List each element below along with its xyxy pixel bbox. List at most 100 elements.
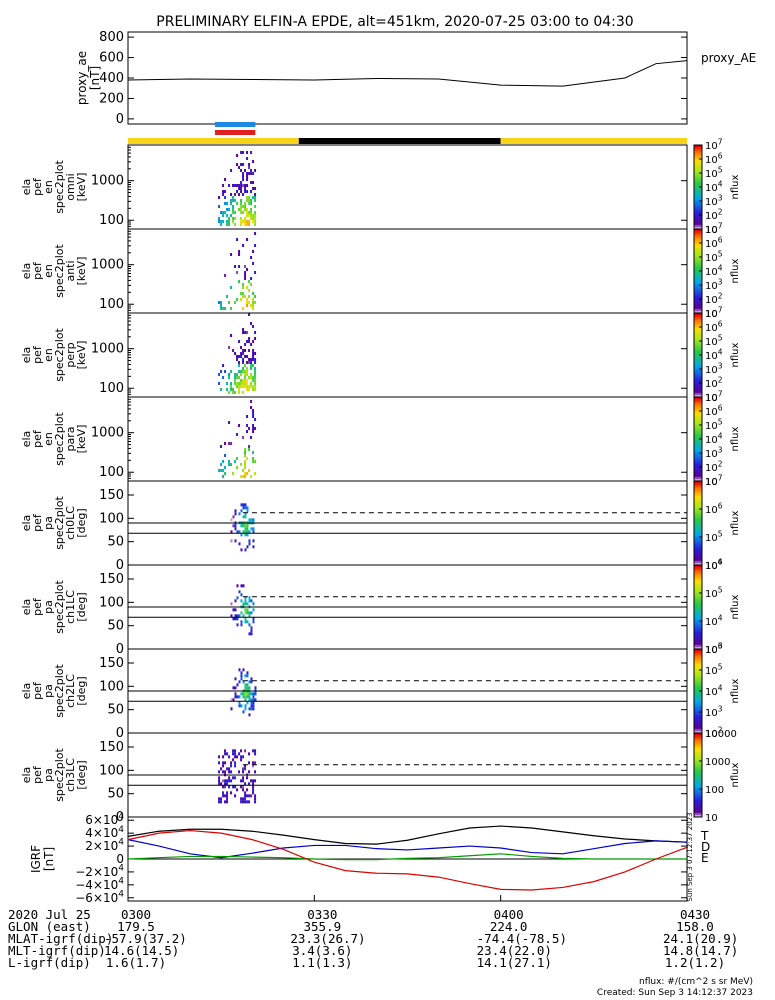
spectrogram-cell: [238, 250, 241, 253]
time-axis-value: 23.3(26.7): [290, 931, 366, 946]
colorbar-segment: [694, 571, 702, 574]
nflux-units-note: nflux: #/(cm^2 s sr MeV): [639, 977, 753, 987]
spectrogram-cell: [246, 304, 249, 307]
colorbar-segment: [694, 302, 702, 306]
spectrogram-panel-5: 050100150elapefpaspec2plotch0LC[deg]1041…: [20, 474, 741, 574]
colorbar-segment: [694, 520, 702, 524]
spectrogram-cell: [236, 788, 239, 792]
spectrogram-cell: [252, 250, 255, 253]
spectrogram-cell: [254, 337, 257, 340]
spectrogram-cell: [222, 376, 225, 379]
spectrogram-cell: [246, 211, 249, 214]
spectrogram-cell: [250, 172, 253, 175]
spectrogram-cell: [228, 770, 231, 774]
spectrogram-cell: [236, 154, 239, 157]
spectrogram-tick-label: 100: [99, 511, 124, 526]
colorbar-segment: [694, 214, 702, 217]
spectrogram-cell: [244, 463, 247, 466]
spectrogram-cell: [240, 599, 243, 603]
spectrogram-cell: [244, 184, 247, 187]
spectrogram-cell: [244, 370, 247, 373]
spectrogram-cell: [224, 466, 227, 469]
spectrogram-cell: [218, 779, 221, 783]
spectrogram-cell: [240, 373, 243, 376]
created-timestamp: Created: Sun Sep 3 14:12:37 2023: [596, 988, 753, 998]
spectrogram-cell: [240, 151, 243, 154]
colorbar-tick-label: 105: [705, 663, 723, 678]
spectrogram-cell: [244, 373, 247, 376]
igrf-series-Y: [127, 853, 687, 861]
spectrogram-cell: [250, 406, 253, 409]
spectrogram-cells: [218, 232, 257, 310]
spectrogram-tick-label: 50: [107, 703, 124, 718]
spectrogram-cell: [240, 593, 243, 597]
spectrogram-cell: [242, 244, 245, 247]
colorbar-segment: [694, 201, 702, 205]
spectrogram-cell: [234, 509, 237, 513]
spectrogram-cell: [246, 430, 249, 433]
spectrogram-cell: [228, 767, 231, 771]
spectrogram-cell: [240, 584, 243, 588]
colorbar-tick-label: 107: [705, 474, 723, 489]
spectrogram-cell: [252, 352, 255, 355]
spectrogram-cell: [232, 220, 235, 223]
colorbar-segment: [694, 697, 702, 700]
spectrogram-cell: [244, 524, 247, 528]
time-axis-value: 14.8(14.7): [663, 943, 739, 958]
spectrogram-cell: [252, 340, 255, 343]
spectrogram-cell: [236, 376, 239, 379]
colorbar-segment: [694, 814, 702, 818]
spectrogram-cell: [234, 199, 237, 202]
spectrogram-cell: [248, 707, 251, 711]
proxy-ae-frame: [127, 31, 688, 125]
spectrogram-cell: [220, 463, 223, 466]
colorbar-segment: [694, 317, 702, 320]
spectrogram-cell: [222, 761, 225, 765]
spectrogram-cell: [246, 340, 249, 343]
spectrogram-cell: [234, 193, 237, 196]
colorbar-segment: [694, 716, 702, 719]
spectrogram-cell: [246, 238, 249, 241]
colorbar-segment: [694, 203, 702, 207]
spectrogram-cell: [242, 524, 245, 528]
spectrogram-cell: [248, 692, 251, 696]
spectrogram-cell: [222, 220, 225, 223]
spectrogram-cell: [254, 460, 257, 463]
spectrogram-cell: [250, 322, 253, 325]
spectrogram-cell: [244, 530, 247, 534]
spectrogram-cell: [240, 355, 243, 358]
spectrogram-cell: [242, 614, 245, 618]
colorbar-segment: [694, 737, 702, 740]
spectrogram-cell: [234, 695, 237, 699]
spectrogram-tick-label: 150: [99, 572, 124, 587]
colorbar-segment: [694, 502, 702, 505]
spectrogram-cell: [242, 367, 245, 370]
spectrogram-cell: [238, 382, 241, 385]
colorbar-segment: [694, 632, 702, 635]
spectrogram-cell: [238, 512, 241, 516]
spectrogram-tick-label: 1000: [91, 342, 124, 357]
spectrogram-cell: [250, 217, 253, 220]
colorbar-segment: [694, 182, 702, 186]
spectrogram-cell: [218, 797, 221, 801]
spectrogram-cell: [254, 301, 257, 304]
spectrogram-cell: [250, 358, 253, 361]
colorbar-segment: [694, 693, 702, 696]
colorbar-segment: [694, 451, 702, 455]
spectrogram-cell: [242, 184, 245, 187]
spectrogram-cell: [242, 391, 245, 394]
spectrogram-cell: [230, 442, 233, 445]
colorbar-segment: [694, 308, 702, 312]
colorbar-segment: [694, 747, 702, 751]
igrf-tick-label: −2×104: [75, 864, 124, 879]
colorbar-segment: [694, 378, 702, 381]
colorbar-segment: [694, 174, 702, 177]
time-axis-row-label: 2020 Jul 25: [8, 907, 91, 922]
spectrogram-cell: [246, 196, 249, 199]
spectrogram-cell: [222, 460, 225, 463]
colorbar-tick-label: 103: [705, 446, 723, 461]
spectrogram-cell: [242, 385, 245, 388]
colorbar-segment: [694, 289, 702, 293]
spectrogram-panel-3: 1001000elapefenspec2plotperp[keV]1010210…: [20, 306, 741, 405]
colorbar-label: nflux: [730, 510, 741, 535]
